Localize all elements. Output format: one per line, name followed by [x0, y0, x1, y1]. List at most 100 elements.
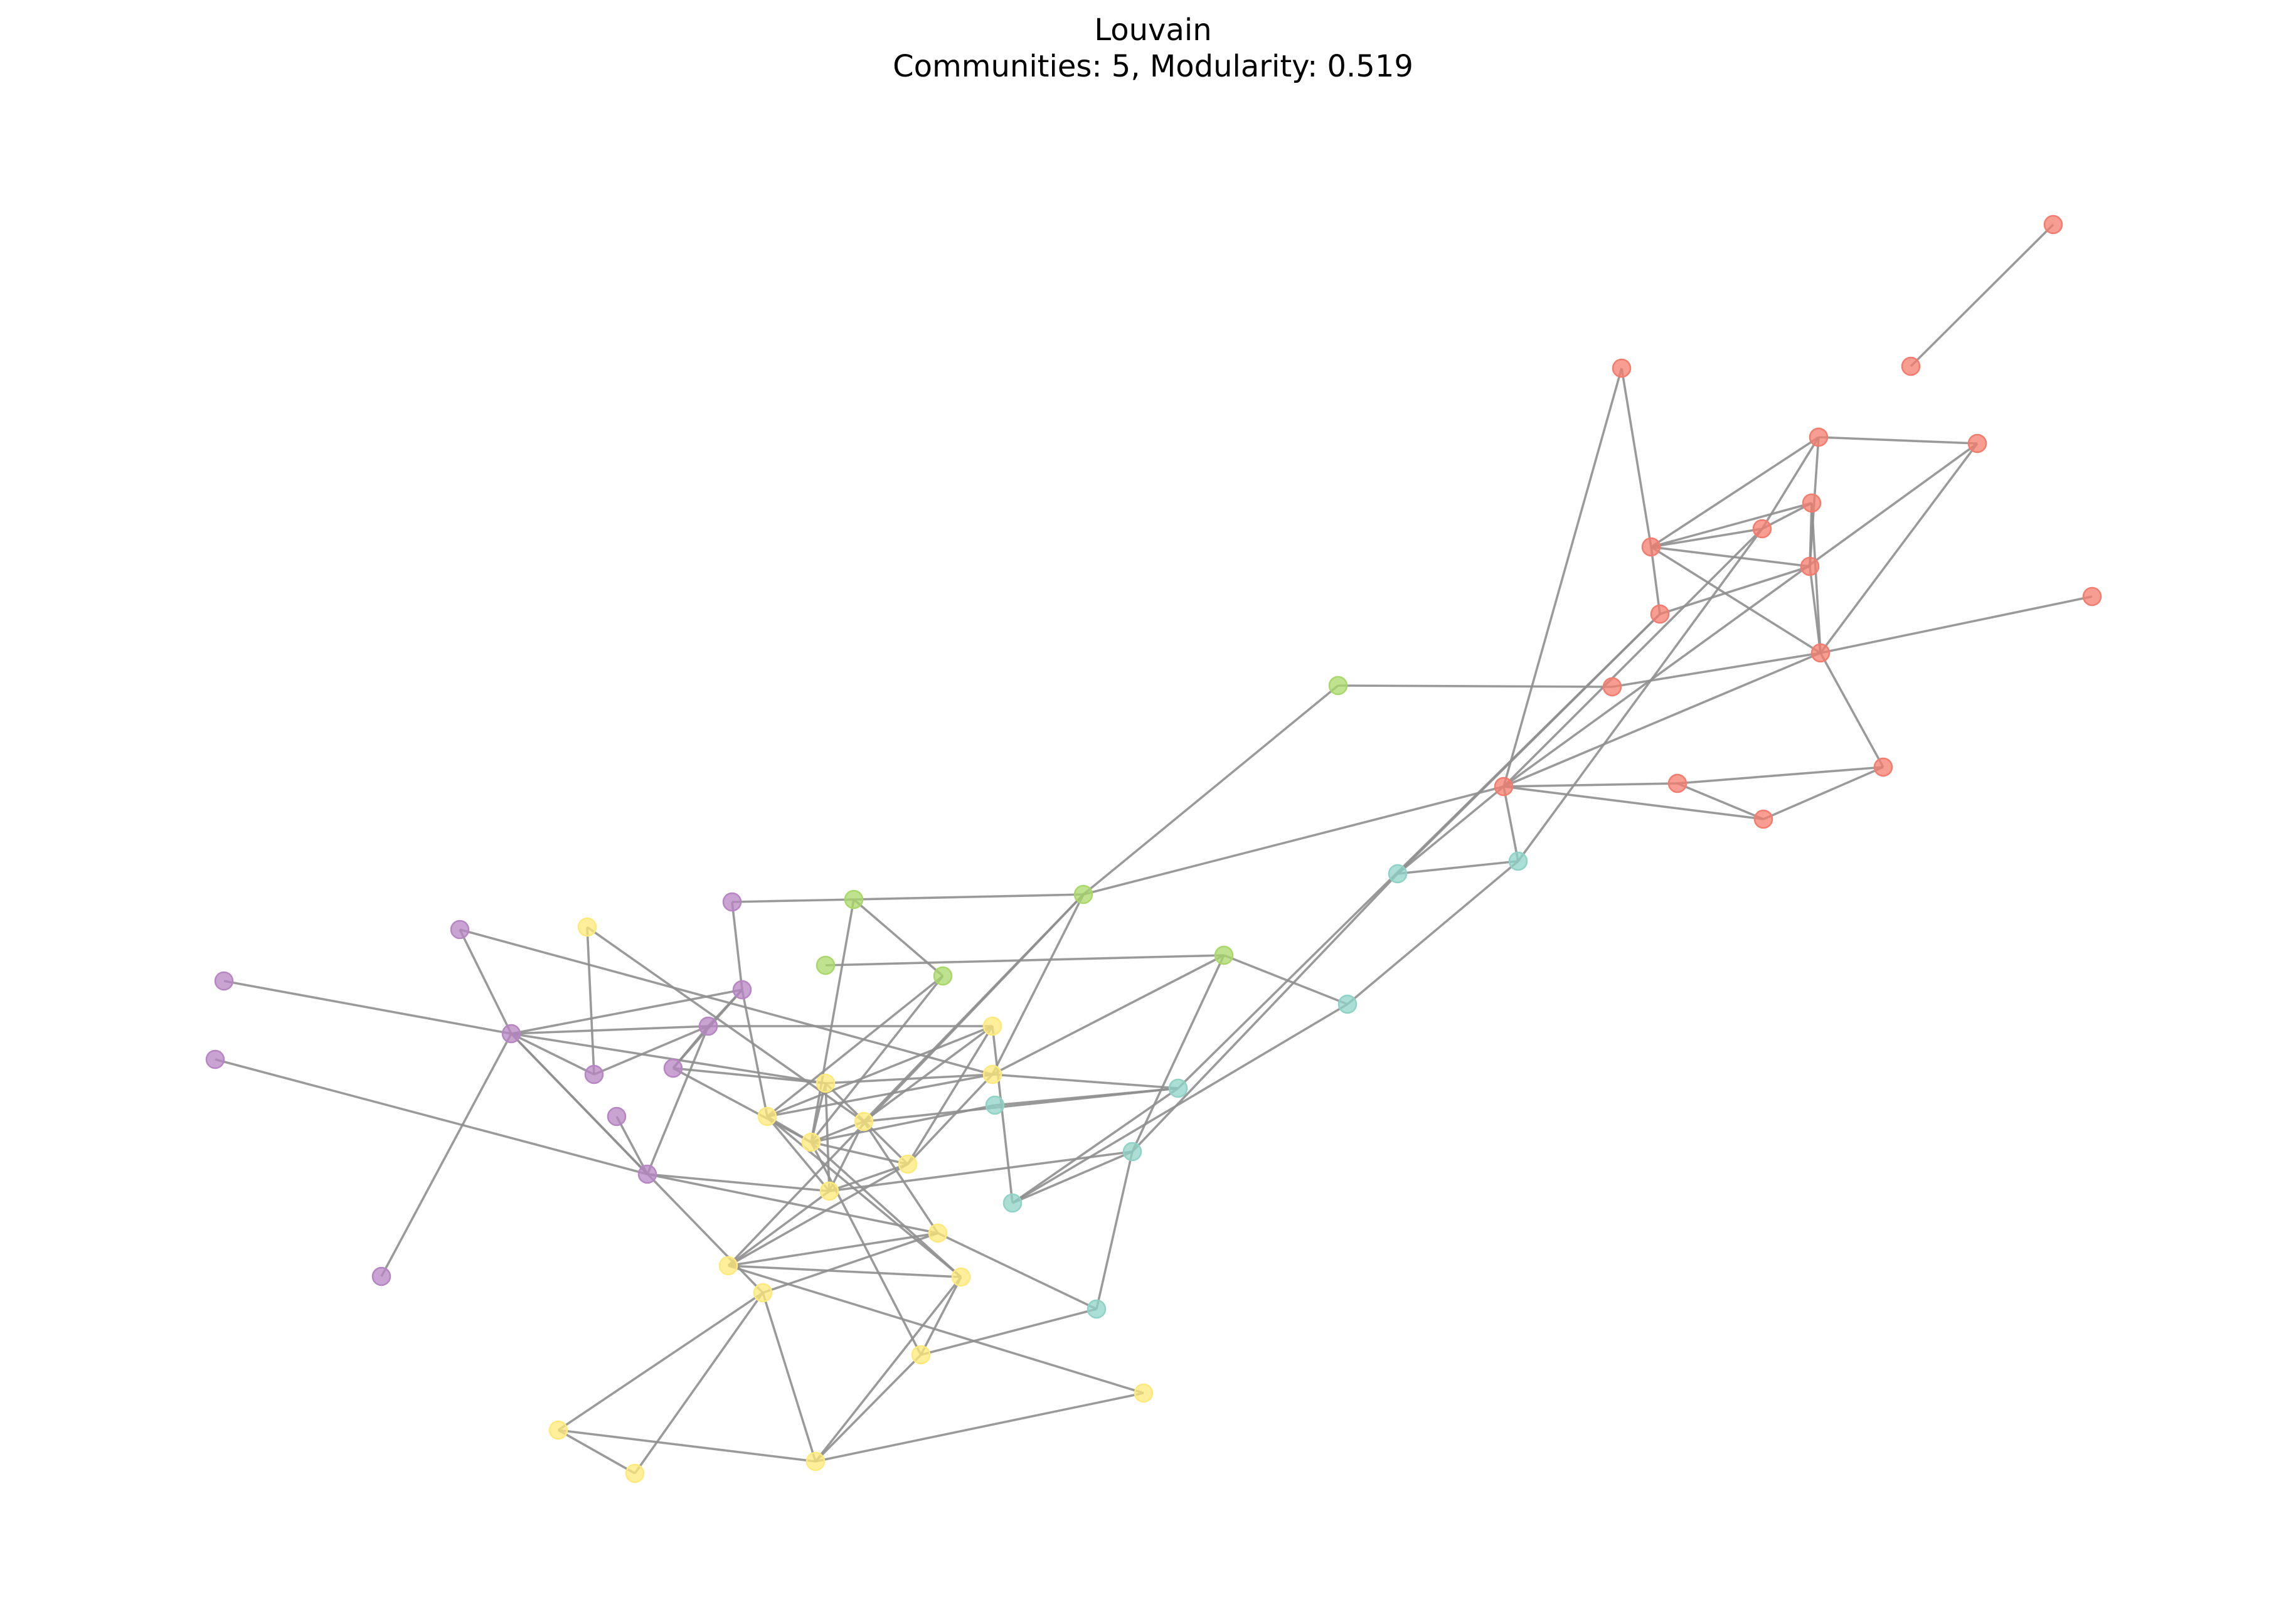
node-green-g2: [816, 955, 836, 975]
edge-p3-p6: [511, 1025, 709, 1035]
node-yellow-y1: [982, 1016, 1002, 1036]
edge-p5-y0: [586, 926, 595, 1075]
node-teal-t0: [1508, 851, 1528, 871]
node-yellow-y6: [801, 1132, 821, 1152]
edge-y4-y11: [766, 1115, 962, 1278]
edge-r12-g5: [1083, 785, 1504, 896]
node-yellow-y12: [753, 1283, 773, 1303]
edge-y1-y4: [767, 1025, 993, 1118]
node-red-r6: [1810, 643, 1831, 663]
edge-y6-y11: [810, 1141, 962, 1278]
edge-r3-r5: [1650, 502, 1812, 548]
node-teal-t1: [1388, 864, 1408, 884]
edge-p11-p10: [615, 1116, 649, 1175]
edge-r6-r11: [1820, 595, 2093, 654]
edge-r0-r1: [1910, 223, 2054, 368]
edge-r10-g0: [1337, 684, 1613, 688]
node-red-r4: [1800, 556, 1820, 576]
edge-p4-y4: [741, 989, 768, 1117]
edge-r6-r12: [1503, 652, 1821, 788]
figure-subtitle: Communities: 5, Modularity: 0.519: [893, 49, 1413, 84]
edge-y6-y7: [811, 1141, 908, 1165]
edge-y12-y16: [762, 1292, 817, 1462]
edge-g0-g5: [1082, 684, 1339, 896]
edge-y9-y12: [762, 1232, 938, 1294]
node-purple-p8: [205, 1049, 225, 1069]
edge-p3-y3: [511, 1032, 826, 1084]
node-red-r9: [1650, 604, 1670, 624]
node-yellow-y10: [718, 1256, 738, 1276]
node-yellow-y17: [625, 1463, 645, 1483]
edge-p7-y3: [672, 1067, 826, 1084]
edge-g3-y4: [766, 975, 944, 1118]
edge-y7-y8: [829, 1163, 908, 1192]
node-purple-p1: [450, 920, 470, 940]
edge-y3-y8: [824, 1083, 831, 1192]
edge-r6-r14: [1819, 652, 1884, 768]
node-green-g4: [1214, 945, 1234, 965]
edge-y10-y11: [728, 1264, 962, 1278]
edge-y5-y8: [828, 1121, 865, 1192]
node-purple-p0: [722, 892, 742, 912]
edge-p10-y9: [647, 1173, 938, 1234]
node-green-g0: [1328, 676, 1348, 696]
edge-p10-y8: [647, 1173, 830, 1192]
edge-y2-y4: [767, 1073, 993, 1118]
edge-r12-r13: [1503, 782, 1678, 788]
nodes-layer: [205, 215, 2102, 1483]
edge-t7-y13: [920, 1308, 1097, 1356]
edge-y11-y13: [920, 1276, 962, 1355]
node-green-g3: [933, 966, 953, 986]
node-purple-p11: [607, 1106, 627, 1127]
edge-g3-y6: [810, 975, 944, 1143]
node-red-r16: [1752, 519, 1772, 539]
edge-y15-y16: [558, 1429, 816, 1463]
node-yellow-y9: [928, 1223, 948, 1243]
node-teal-t3: [1168, 1078, 1188, 1098]
node-yellow-y16: [805, 1451, 826, 1471]
node-red-r14: [1873, 757, 1893, 777]
node-yellow-y7: [898, 1154, 918, 1174]
edge-t3-t6: [1011, 1087, 1179, 1204]
node-red-r15: [1753, 809, 1773, 829]
edge-y7-y10: [728, 1163, 908, 1267]
node-yellow-y15: [548, 1420, 568, 1440]
node-yellow-y8: [819, 1181, 839, 1201]
node-purple-p3: [501, 1024, 521, 1044]
edge-r6-r10: [1612, 652, 1821, 688]
node-red-r1: [1901, 356, 1921, 376]
edge-t5-t6: [1012, 1150, 1133, 1204]
node-red-r11: [2082, 586, 2102, 607]
edge-t0-t2: [1346, 860, 1519, 1005]
edge-r9-t1: [1396, 613, 1661, 875]
node-green-g1: [844, 889, 864, 909]
edge-p0-p4: [731, 901, 743, 990]
edge-y2-y3: [825, 1073, 993, 1084]
node-yellow-y5: [854, 1111, 874, 1132]
edge-t1-t5: [1131, 872, 1399, 1153]
edge-r16-t0: [1517, 528, 1763, 862]
edge-y6-y13: [810, 1142, 922, 1355]
edge-p5-p6: [593, 1025, 709, 1076]
edge-r8-r12: [1502, 368, 1623, 787]
edge-y9-y10: [728, 1232, 938, 1267]
edge-r12-t1: [1396, 785, 1505, 875]
node-yellow-y4: [757, 1106, 777, 1127]
edge-r2-r7: [1818, 436, 1978, 445]
edge-r5-r6: [1810, 502, 1822, 654]
edge-y15-y17: [558, 1429, 635, 1475]
edge-t5-y8: [829, 1150, 1133, 1192]
edge-t5-t7: [1095, 1151, 1134, 1310]
edge-y8-y10: [727, 1190, 831, 1267]
edge-y1-y5: [863, 1025, 994, 1123]
edge-t0-t1: [1397, 860, 1519, 875]
edge-y5-y9: [863, 1121, 939, 1234]
node-yellow-y14: [1134, 1383, 1154, 1403]
edge-y14-y16: [815, 1392, 1144, 1463]
node-teal-t2: [1337, 994, 1358, 1014]
edge-y13-y16: [814, 1354, 922, 1463]
node-teal-t5: [1122, 1142, 1142, 1162]
node-teal-t4: [985, 1095, 1005, 1115]
edge-p3-p4: [511, 989, 743, 1035]
node-red-r5: [1802, 493, 1822, 513]
